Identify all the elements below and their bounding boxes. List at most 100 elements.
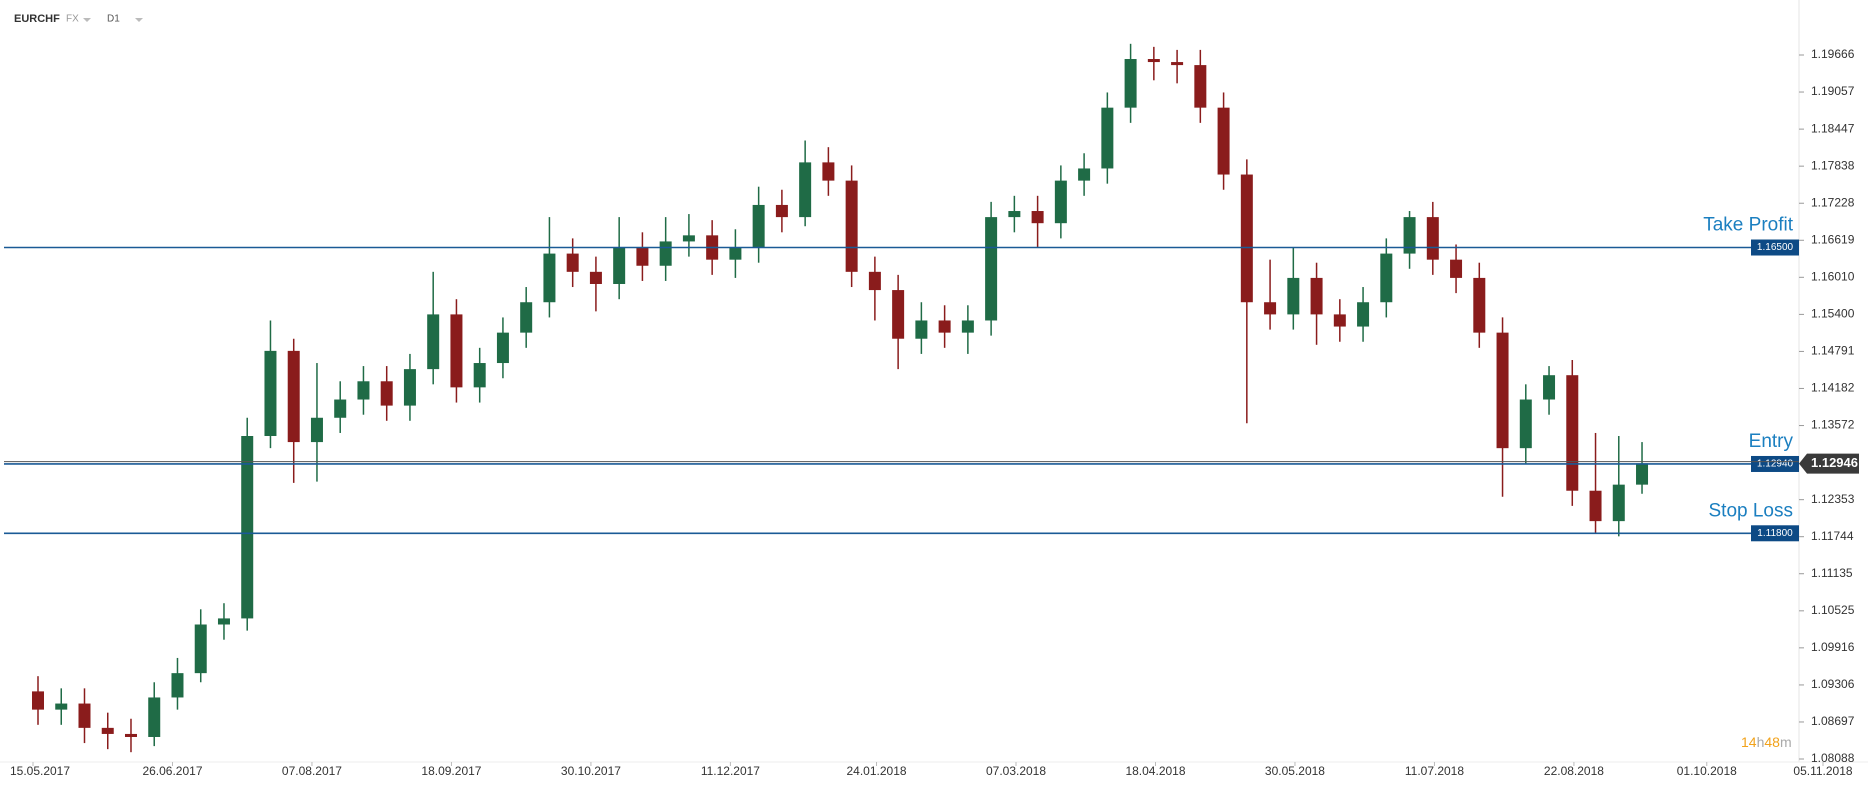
- candle-body: [1566, 375, 1579, 491]
- candle-body: [1473, 277, 1486, 333]
- countdown: 14h48m: [1741, 734, 1792, 750]
- candle-body: [148, 697, 161, 737]
- y-tick-label: 1.16010: [1811, 269, 1855, 283]
- candle-body: [217, 618, 230, 625]
- candle-body: [1589, 490, 1602, 522]
- candle-body: [101, 727, 114, 734]
- symbol: EURCHF: [14, 13, 60, 25]
- candle-body: [310, 417, 323, 443]
- candle-body: [380, 381, 393, 406]
- dropdown-caret[interactable]: [135, 18, 143, 22]
- candle-body: [566, 253, 579, 272]
- candle-body: [171, 673, 184, 698]
- candle-body: [659, 241, 672, 266]
- x-tick-label: 24.01.2018: [846, 764, 906, 778]
- candles: [32, 43, 1649, 753]
- candle-body: [32, 691, 44, 710]
- level-price-box: [1751, 525, 1799, 542]
- candle-body: [1426, 217, 1439, 260]
- y-tick-label: 1.13572: [1811, 418, 1855, 432]
- x-tick-label: 22.08.2018: [1544, 764, 1604, 778]
- x-tick-label: 30.10.2017: [561, 764, 621, 778]
- candle-body: [845, 180, 858, 272]
- candle-body: [938, 320, 951, 333]
- level-name: Entry: [1749, 431, 1794, 452]
- candle-body: [78, 703, 91, 728]
- candle-body: [822, 162, 835, 181]
- candle-body: [915, 320, 928, 339]
- market[interactable]: FX: [66, 14, 79, 25]
- candle-body: [892, 290, 905, 339]
- y-tick-label: 1.16619: [1811, 232, 1855, 246]
- candle-body: [543, 253, 556, 303]
- timeframe[interactable]: D1: [107, 14, 120, 25]
- x-tick-label: 07.08.2017: [282, 764, 342, 778]
- last-price-box: [1799, 453, 1859, 474]
- candle-body: [1612, 484, 1625, 522]
- y-tick-label: 1.15400: [1811, 307, 1855, 321]
- y-tick-label: 1.17838: [1811, 158, 1855, 172]
- candle-body: [1217, 107, 1230, 175]
- candle-body: [1124, 59, 1137, 108]
- y-tick-label: 1.09916: [1811, 640, 1855, 654]
- candle-body: [450, 314, 463, 388]
- candle-body: [194, 624, 207, 674]
- x-tick-label: 30.05.2018: [1265, 764, 1325, 778]
- candle-body: [1171, 62, 1184, 66]
- overlay: 1.16500 Take Profit 1.12940 Entry 1.11800 Sto…: [4, 215, 1859, 750]
- last-price-label: 1.12946: [1811, 455, 1858, 470]
- candle-body: [403, 369, 416, 406]
- candle-body: [682, 235, 695, 242]
- candle-body: [264, 350, 277, 437]
- y-tick-label: 1.12353: [1811, 492, 1855, 506]
- candle-body: [1264, 302, 1277, 315]
- y-tick-label: 1.19666: [1811, 47, 1855, 61]
- candle-body: [1101, 107, 1114, 169]
- x-tick-label: 11.07.2018: [1405, 764, 1464, 778]
- countdown-part: h: [1757, 734, 1765, 750]
- countdown-part: 48: [1764, 734, 1780, 750]
- candle-body: [1194, 65, 1207, 108]
- countdown-part: m: [1780, 734, 1792, 750]
- candle-body: [1543, 375, 1556, 400]
- y-tick-label: 1.10525: [1811, 603, 1855, 617]
- candle-body: [1031, 211, 1044, 224]
- dropdown-caret[interactable]: [83, 18, 91, 22]
- level-price-label: 1.12940: [1757, 459, 1794, 470]
- x-tick-label: 18.09.2017: [421, 764, 481, 778]
- y-tick-label: 1.09306: [1811, 677, 1855, 691]
- candle-body: [334, 399, 347, 418]
- x-tick-label: 15.05.2017: [10, 764, 70, 778]
- candle-body: [473, 363, 486, 388]
- candle-body: [1636, 463, 1649, 485]
- level-price-box: [1751, 239, 1799, 256]
- countdown-part: 14: [1741, 734, 1757, 750]
- y-tick-label: 1.17228: [1811, 195, 1855, 209]
- candle-body: [868, 271, 881, 291]
- candle-body: [1078, 168, 1091, 181]
- candle-body: [729, 247, 742, 260]
- y-tick-label: 1.14182: [1811, 381, 1855, 395]
- candle-body: [241, 436, 254, 619]
- candle-body: [1380, 253, 1393, 303]
- candle-body: [1008, 211, 1021, 218]
- candle-body: [1287, 277, 1300, 315]
- candle-body: [985, 217, 998, 321]
- candle-body: [799, 162, 812, 218]
- candle-body: [520, 302, 533, 333]
- level-price-label: 1.11800: [1757, 528, 1793, 539]
- x-tick-label: 05.11.2018: [1793, 764, 1852, 778]
- candle-body: [636, 247, 649, 266]
- candle-body: [1496, 332, 1509, 449]
- y-tick-label: 1.18447: [1811, 121, 1855, 135]
- candle-body: [752, 204, 765, 248]
- y-tick-label: 1.11135: [1811, 566, 1853, 580]
- y-tick-label: 1.11744: [1811, 529, 1854, 543]
- candle-body: [1310, 277, 1323, 315]
- candle-body: [961, 320, 974, 333]
- candle-body: [1147, 59, 1160, 63]
- candle-body: [1240, 174, 1253, 303]
- candle-body: [1450, 259, 1463, 278]
